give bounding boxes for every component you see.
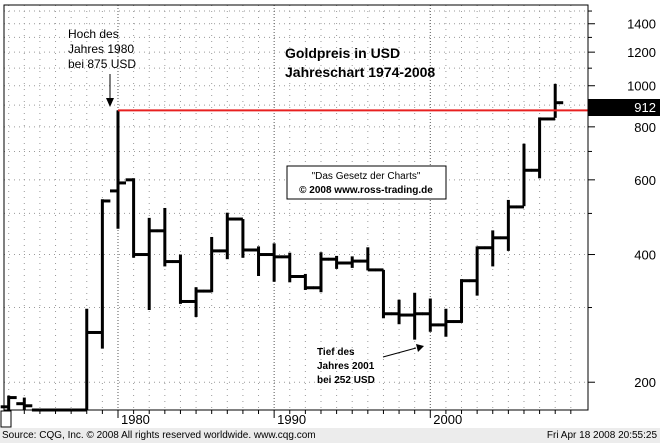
ohlc-bar-2008 bbox=[547, 83, 564, 121]
ohlc-bar-1973 bbox=[0, 395, 17, 410]
ohlc-bar-1988 bbox=[234, 217, 251, 258]
ohlc-bar-1983 bbox=[156, 207, 173, 267]
annotation-high-line-1: Hoch des bbox=[68, 27, 119, 41]
ohlc-bar-1978 bbox=[78, 308, 95, 412]
ohlc-bar-1987 bbox=[219, 212, 236, 260]
ohlc-bar-1981 bbox=[125, 178, 142, 258]
y-tick-label: 1400 bbox=[627, 17, 656, 32]
footer-source: Source: CQG, Inc. © 2008 All rights rese… bbox=[2, 430, 316, 441]
annotation-low-line-3: bei 252 USD bbox=[317, 375, 375, 386]
ohlc-bar-1979 bbox=[94, 199, 111, 349]
copyright-line-2: © 2008 www.ross-trading.de bbox=[299, 185, 433, 196]
x-tick-label: 2000 bbox=[433, 412, 462, 427]
annotation-high-line-2: Jahres 1980 bbox=[68, 42, 134, 56]
ohlc-bar-1996 bbox=[359, 247, 376, 272]
x-tick-label: 1980 bbox=[121, 412, 150, 427]
ohlc-bar-1982 bbox=[141, 217, 158, 310]
chart-canvas: 200 400 600 800 1000 1200 1400 1980 1990 2000 Go… bbox=[0, 4, 660, 428]
footer-timestamp: Fri Apr 18 2008 20:55:25 bbox=[546, 430, 657, 441]
annotation-low-line-2: Jahres 2001 bbox=[317, 361, 375, 372]
annotation-low-arrow bbox=[382, 347, 417, 358]
ohlc-bar-2003 bbox=[469, 246, 486, 296]
last-price-marker: 912 bbox=[588, 99, 660, 116]
ohlc-bar-1985 bbox=[188, 287, 205, 317]
ohlc-bar-2005 bbox=[500, 199, 517, 251]
annotation-high-1980: Hoch des Jahres 1980 bei 875 USD bbox=[68, 27, 136, 107]
last-price-value: 912 bbox=[634, 100, 656, 115]
chart-subtitle: Jahreschart 1974-2008 bbox=[285, 64, 435, 80]
annotation-high-arrowhead bbox=[106, 98, 114, 107]
plot-frame bbox=[3, 4, 589, 411]
ohlc-bar-2007 bbox=[531, 117, 548, 179]
ohlc-bar-1974 bbox=[16, 397, 33, 410]
ohlc-bar-2006 bbox=[515, 143, 532, 209]
ohlc-bar-1984 bbox=[172, 254, 189, 304]
scroll-stub bbox=[0, 410, 12, 428]
annotation-low-arrowhead bbox=[416, 344, 424, 352]
ohlc-bar-2000 bbox=[422, 298, 439, 332]
chart-title: Goldpreis in USD bbox=[285, 45, 400, 61]
x-tick-label: 1990 bbox=[277, 412, 306, 427]
ohlc-bar-1986 bbox=[203, 236, 220, 293]
x-axis: 1980 1990 2000 bbox=[0, 410, 572, 428]
ohlc-bar-1992 bbox=[297, 273, 314, 290]
ohlc-bar-1993 bbox=[312, 252, 329, 293]
ohlc-bar-2002 bbox=[453, 279, 470, 324]
ohlc-bar-1995 bbox=[344, 256, 361, 268]
ohlc-bar-1998 bbox=[391, 299, 408, 325]
y-tick-label: 400 bbox=[634, 248, 656, 263]
ohlc-bar-1991 bbox=[281, 252, 298, 283]
ohlc-bar-2001 bbox=[437, 308, 454, 337]
y-tick-label: 1000 bbox=[627, 79, 656, 94]
annotation-high-line-3: bei 875 USD bbox=[68, 57, 136, 71]
ohlc-bar-2004 bbox=[484, 230, 501, 267]
copyright-line-1: "Das Gesetz der Charts" bbox=[312, 171, 421, 182]
ohlc-bar-1999 bbox=[406, 292, 423, 340]
ohlc-bar-1990 bbox=[266, 243, 283, 282]
copyright-box: "Das Gesetz der Charts" © 2008 www.ross-… bbox=[286, 165, 447, 200]
annotation-low-line-1: Tief des bbox=[317, 347, 355, 358]
y-axis: 200 400 600 800 1000 1200 1400 bbox=[588, 10, 656, 390]
ohlc-bar-1997 bbox=[375, 268, 392, 319]
y-tick-label: 1200 bbox=[627, 45, 656, 60]
ohlc-bar-1989 bbox=[250, 246, 267, 276]
y-tick-label: 200 bbox=[634, 375, 656, 390]
ohlc-bar-1994 bbox=[328, 255, 345, 269]
y-tick-label: 800 bbox=[634, 120, 656, 135]
footer-bar: Source: CQG, Inc. © 2008 All rights rese… bbox=[0, 428, 660, 443]
price-bars bbox=[0, 83, 564, 412]
y-tick-label: 600 bbox=[634, 173, 656, 188]
annotation-low-2001: Tief des Jahres 2001 bei 252 USD bbox=[317, 344, 424, 386]
ohlc-bar-1980 bbox=[109, 110, 126, 229]
